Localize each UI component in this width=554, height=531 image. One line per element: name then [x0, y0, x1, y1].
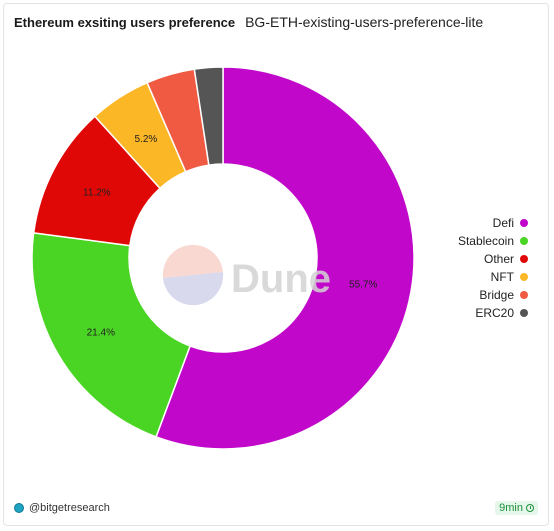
dune-watermark: Dune: [162, 244, 331, 306]
legend-label: Other: [483, 252, 514, 266]
dune-logo-top: [162, 244, 223, 278]
chart-header: Ethereum exsiting users preference BG-ET…: [14, 14, 483, 30]
data-label-nft: 5.2%: [134, 134, 157, 145]
slice-erc20[interactable]: [193, 66, 224, 166]
data-label-defi: 55.7%: [349, 279, 377, 290]
refresh-age-badge[interactable]: 9min: [495, 501, 538, 515]
legend-item-defi[interactable]: Defi: [493, 216, 528, 230]
legend-color-dot: [520, 219, 528, 227]
legend-color-dot: [520, 255, 528, 263]
dune-watermark-text: Dune: [231, 257, 331, 301]
legend-color-dot: [520, 291, 528, 299]
donut-slices: [31, 66, 415, 450]
chart-legend: Defi Stablecoin Other NFT Bridge ERC20: [458, 216, 528, 320]
owner-handle[interactable]: @bitgetresearch: [29, 502, 110, 514]
legend-label: ERC20: [475, 306, 514, 320]
chart-card: Ethereum exsiting users preference BG-ET…: [3, 3, 549, 526]
legend-item-nft[interactable]: NFT: [491, 270, 528, 284]
dune-logo-bottom: [163, 272, 224, 306]
clock-icon: [526, 504, 534, 512]
chart-footer: @bitgetresearch 9min: [14, 501, 538, 515]
legend-item-erc20[interactable]: ERC20: [475, 306, 528, 320]
legend-color-dot: [520, 273, 528, 281]
legend-item-stablecoin[interactable]: Stablecoin: [458, 234, 528, 248]
legend-label: Defi: [492, 216, 514, 230]
refresh-age: 9min: [499, 502, 523, 514]
owner-avatar: [14, 503, 24, 513]
slice-data-labels: 55.7% 21.4% 11.2% 5.2%: [83, 134, 377, 338]
data-label-stablecoin: 21.4%: [87, 327, 115, 338]
legend-label: Stablecoin: [457, 234, 514, 248]
legend-label: Bridge: [479, 288, 514, 302]
slice-stablecoin[interactable]: [31, 232, 192, 438]
legend-item-bridge[interactable]: Bridge: [479, 288, 528, 302]
donut-chart: Dune 55.7% 21.4% 11.2% 5.2%: [31, 66, 415, 450]
owner[interactable]: @bitgetresearch: [14, 502, 110, 514]
legend-color-dot: [520, 309, 528, 317]
data-label-other: 11.2%: [83, 188, 111, 199]
legend-color-dot: [520, 237, 528, 245]
chart-title: Ethereum exsiting users preference: [14, 15, 236, 30]
legend-item-other[interactable]: Other: [484, 252, 528, 266]
slice-defi[interactable]: [155, 66, 415, 450]
query-name[interactable]: BG-ETH-existing-users-preference-lite: [245, 14, 484, 30]
legend-label: NFT: [490, 270, 514, 284]
